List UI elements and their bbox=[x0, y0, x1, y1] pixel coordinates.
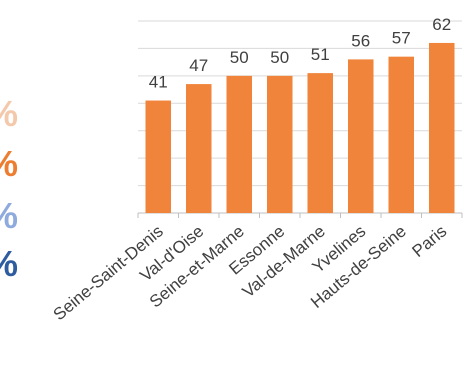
data-label: 50 bbox=[230, 48, 249, 67]
data-label: 50 bbox=[270, 48, 289, 67]
bar bbox=[185, 84, 212, 213]
bar bbox=[266, 75, 293, 213]
legend-mark-3: % bbox=[0, 198, 18, 234]
category-label: Paris bbox=[408, 222, 450, 261]
category-labels: Seine-Saint-DenisVal-d'OiseSeine-et-Marn… bbox=[50, 222, 451, 325]
data-labels: 41 47 50 50 51 56 57 62 bbox=[149, 15, 451, 92]
data-label: 51 bbox=[311, 45, 330, 64]
data-label: 56 bbox=[351, 31, 370, 50]
bar bbox=[226, 75, 253, 213]
data-label: 62 bbox=[432, 15, 451, 34]
data-label: 47 bbox=[189, 56, 208, 75]
legend-mark-4: % bbox=[0, 246, 18, 282]
legend-mark-1: % bbox=[0, 96, 18, 132]
data-label: 41 bbox=[149, 73, 168, 92]
legend-mark-2: % bbox=[0, 146, 18, 182]
bar bbox=[347, 59, 374, 214]
bar bbox=[307, 73, 334, 213]
bar bbox=[145, 100, 172, 213]
data-label: 57 bbox=[392, 29, 411, 48]
bar bbox=[428, 42, 455, 213]
bars bbox=[145, 42, 455, 214]
bar bbox=[388, 56, 415, 214]
